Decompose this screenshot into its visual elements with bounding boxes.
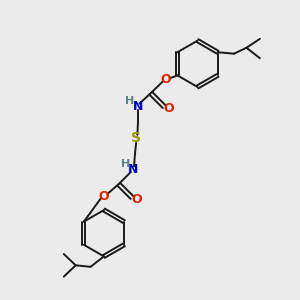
Text: O: O: [132, 193, 142, 206]
Text: O: O: [164, 102, 175, 115]
Text: O: O: [98, 190, 109, 202]
Text: H: H: [121, 159, 130, 169]
Text: N: N: [128, 163, 139, 176]
Text: H: H: [125, 96, 134, 106]
Text: S: S: [131, 131, 142, 146]
Text: N: N: [133, 100, 143, 113]
Text: O: O: [161, 74, 172, 86]
